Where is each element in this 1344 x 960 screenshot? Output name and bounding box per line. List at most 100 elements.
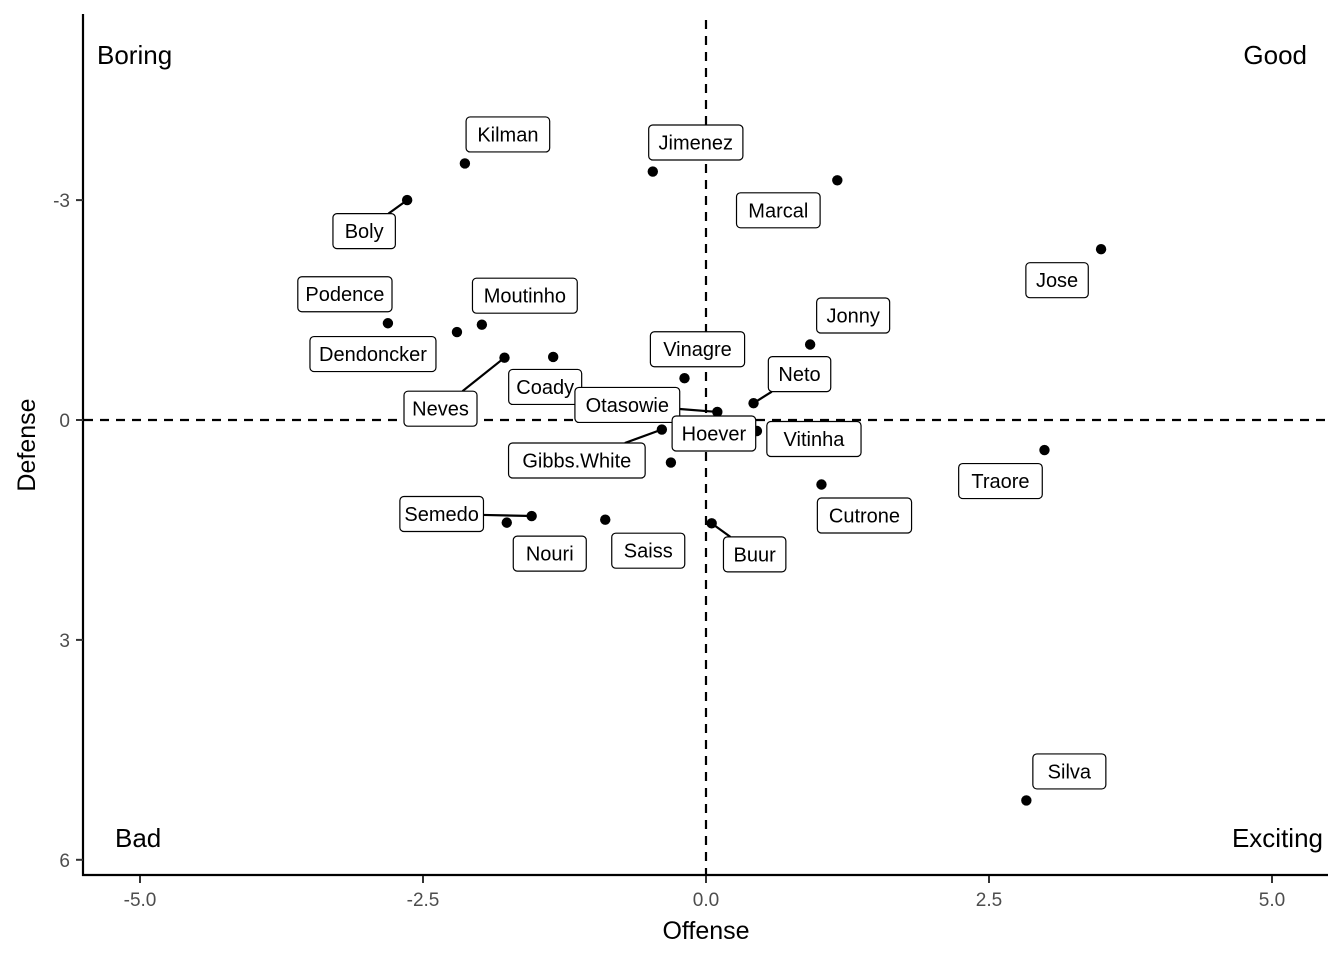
label-text: Hoever bbox=[682, 424, 747, 446]
point-neves bbox=[499, 352, 510, 363]
point-coady bbox=[547, 351, 559, 363]
label-neves: Neves bbox=[403, 390, 478, 427]
label-vitinha: Vitinha bbox=[766, 420, 862, 458]
plot-area: Kilman Jimenez Marcal Boly Jose Podence Dendon… bbox=[84, 20, 1328, 875]
x-tick-label: 2.5 bbox=[976, 890, 1002, 911]
label-semedo: Semedo bbox=[399, 495, 485, 533]
point-silva bbox=[1021, 795, 1032, 806]
label-traore: Traore bbox=[958, 462, 1043, 500]
point-jonny bbox=[804, 339, 816, 350]
y-tick-label: -3 bbox=[53, 191, 70, 212]
label-dendoncker: Dendoncker bbox=[309, 335, 437, 373]
connector-semedo bbox=[483, 513, 532, 518]
label-box bbox=[722, 536, 787, 573]
point-moutinho bbox=[476, 319, 488, 330]
label-box bbox=[648, 124, 744, 161]
label-podence: Podence bbox=[297, 276, 393, 313]
label-kilman: Kilman bbox=[465, 116, 551, 153]
point-buur bbox=[706, 518, 717, 529]
point-otasowie bbox=[712, 406, 723, 418]
connector-otasowie bbox=[679, 407, 718, 414]
label-hoever: Hoever bbox=[671, 415, 757, 452]
data-points bbox=[382, 158, 1107, 806]
y-axis-title: Defense bbox=[13, 398, 41, 491]
label-text: Otasowie bbox=[586, 395, 669, 417]
label-coady: Coady bbox=[508, 368, 583, 406]
label-box bbox=[471, 277, 578, 314]
point-saiss bbox=[600, 514, 611, 525]
label-text: Moutinho bbox=[484, 286, 566, 308]
label-saiss: Saiss bbox=[611, 532, 686, 569]
label-box bbox=[332, 213, 396, 250]
label-box bbox=[1025, 262, 1089, 299]
label-buur: Buur bbox=[722, 536, 787, 573]
point-traore bbox=[1039, 444, 1050, 456]
label-text: Marcal bbox=[748, 200, 808, 222]
quadrant-label-bottom-left: Bad bbox=[115, 823, 161, 853]
label-box bbox=[766, 420, 862, 458]
label-box bbox=[574, 386, 681, 424]
label-box bbox=[611, 532, 686, 569]
point-podence bbox=[382, 318, 394, 329]
quadrant-label-bottom-right: Exciting bbox=[1232, 823, 1323, 853]
x-tick-label: 5.0 bbox=[1259, 890, 1285, 911]
label-text: Kilman bbox=[477, 124, 538, 146]
label-text: Neves bbox=[412, 399, 469, 421]
point-nouri bbox=[501, 517, 512, 528]
label-box bbox=[767, 356, 832, 393]
label-box bbox=[1032, 753, 1107, 790]
point-gibbs-white bbox=[656, 424, 668, 435]
label-text: Gibbs.White bbox=[522, 451, 631, 473]
x-tick-label: 0.0 bbox=[693, 890, 719, 911]
label-text: Jose bbox=[1036, 270, 1078, 292]
label-box bbox=[512, 535, 587, 572]
label-gibbs-white: Gibbs.White bbox=[507, 442, 646, 479]
label-text: Silva bbox=[1048, 761, 1092, 783]
label-box bbox=[309, 335, 437, 373]
label-box bbox=[399, 495, 485, 533]
quadrant-label-top-left: Boring bbox=[97, 40, 172, 70]
x-tick-label: -2.5 bbox=[407, 890, 440, 911]
label-box bbox=[816, 497, 913, 534]
label-box bbox=[507, 442, 646, 479]
label-text: Coady bbox=[516, 377, 574, 399]
y-tick-label: 0 bbox=[59, 411, 70, 432]
point-jimenez bbox=[647, 166, 658, 177]
point-boly bbox=[401, 194, 413, 206]
label-text: Jonny bbox=[826, 306, 879, 328]
label-text: Nouri bbox=[526, 544, 574, 566]
label-box bbox=[671, 415, 757, 452]
label-text: Saiss bbox=[624, 541, 673, 563]
axes: -5.0 -2.5 0.0 2.5 5.0 -3 0 3 6 Offense Defense bbox=[13, 14, 1328, 945]
label-jonny: Jonny bbox=[816, 297, 891, 334]
point-vinagre bbox=[679, 373, 690, 384]
point-neto bbox=[748, 397, 759, 409]
label-box bbox=[403, 390, 478, 427]
label-text: Traore bbox=[971, 471, 1029, 493]
quadrant-label-top-right: Good bbox=[1243, 40, 1307, 70]
label-otasowie: Otasowie bbox=[574, 386, 681, 424]
label-text: Boly bbox=[345, 221, 384, 243]
label-box bbox=[958, 462, 1043, 500]
label-box bbox=[735, 192, 821, 229]
label-cutrone: Cutrone bbox=[816, 497, 913, 534]
point-semedo bbox=[526, 510, 537, 522]
connector-gibbs-white bbox=[624, 428, 663, 445]
x-axis-title: Offense bbox=[662, 917, 749, 945]
label-text: Vinagre bbox=[663, 339, 732, 361]
label-text: Vitinha bbox=[784, 429, 846, 451]
label-boly: Boly bbox=[332, 213, 396, 250]
label-text: Neto bbox=[778, 364, 820, 386]
label-text: Jimenez bbox=[659, 133, 733, 155]
point-marcal bbox=[832, 175, 843, 186]
label-box bbox=[649, 331, 746, 368]
point-cutrone bbox=[816, 479, 827, 490]
label-nouri: Nouri bbox=[512, 535, 587, 572]
label-box bbox=[465, 116, 551, 153]
label-text: Buur bbox=[734, 544, 777, 566]
label-neto: Neto bbox=[767, 356, 832, 393]
y-tick-label: 6 bbox=[59, 851, 70, 872]
y-axis-ticks: -3 0 3 6 bbox=[53, 191, 83, 872]
label-moutinho: Moutinho bbox=[471, 277, 578, 314]
